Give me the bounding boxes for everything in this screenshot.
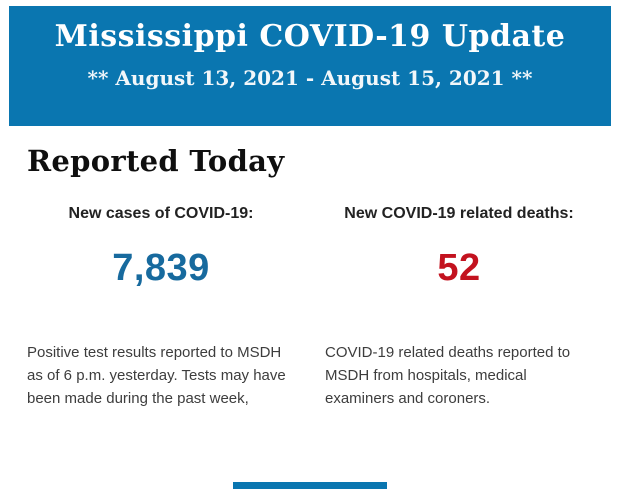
new-deaths-label: New COVID-19 related deaths: xyxy=(344,205,574,222)
stat-new-deaths: New COVID-19 related deaths: 52 COVID-19… xyxy=(325,204,593,410)
stat-new-cases: New cases of COVID-19: 7,839 Positive te… xyxy=(27,204,295,410)
new-deaths-description: COVID-19 related deaths reported to MSDH… xyxy=(325,344,571,407)
reported-today-section: Reported Today New cases of COVID-19: 7,… xyxy=(0,145,620,410)
new-cases-label: New cases of COVID-19: xyxy=(68,205,254,222)
stats-row: New cases of COVID-19: 7,839 Positive te… xyxy=(27,204,593,410)
page-title: Mississippi COVID-19 Update xyxy=(54,19,566,54)
bottom-accent-bar xyxy=(233,482,387,489)
new-cases-value: 7,839 xyxy=(112,247,210,289)
header-date-range: ** August 13, 2021 - August 15, 2021 ** xyxy=(87,66,533,90)
section-title: Reported Today xyxy=(27,144,285,178)
new-deaths-value: 52 xyxy=(437,247,481,289)
header-banner: Mississippi COVID-19 Update ** August 13… xyxy=(9,6,611,126)
new-cases-description: Positive test results reported to MSDH a… xyxy=(27,344,286,407)
